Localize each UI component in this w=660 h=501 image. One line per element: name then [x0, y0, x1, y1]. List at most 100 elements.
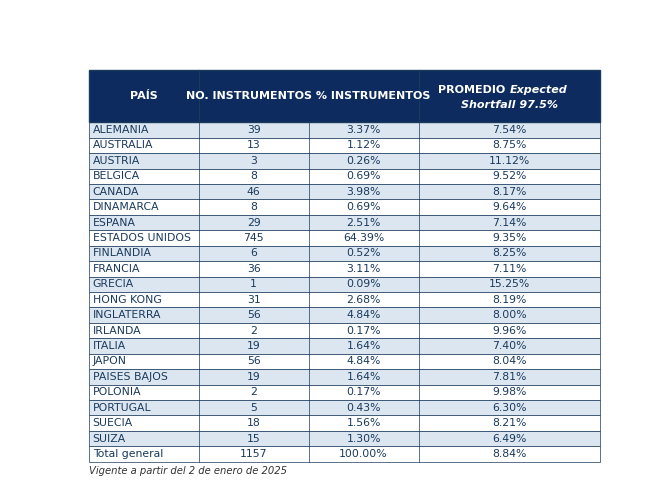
Text: BELGICA: BELGICA — [92, 171, 140, 181]
Text: FINLANDIA: FINLANDIA — [92, 248, 152, 259]
Text: JAPON: JAPON — [92, 356, 127, 366]
Text: IRLANDA: IRLANDA — [92, 326, 141, 336]
Bar — [88, 261, 600, 277]
Text: 8: 8 — [250, 202, 257, 212]
Bar — [88, 354, 600, 369]
Text: GRECIA: GRECIA — [92, 279, 134, 289]
Text: POLONIA: POLONIA — [92, 387, 141, 397]
Text: AUSTRALIA: AUSTRALIA — [92, 140, 153, 150]
Text: 3: 3 — [250, 156, 257, 166]
Text: 2.51%: 2.51% — [346, 217, 381, 227]
Bar — [88, 277, 600, 292]
Text: 0.17%: 0.17% — [346, 326, 381, 336]
Text: 6.30%: 6.30% — [492, 403, 527, 413]
Text: 9.96%: 9.96% — [492, 326, 527, 336]
Text: ALEMANIA: ALEMANIA — [92, 125, 149, 135]
Text: 4.84%: 4.84% — [346, 310, 381, 320]
Bar — [88, 168, 600, 184]
Text: 9.64%: 9.64% — [492, 202, 527, 212]
Text: 8.25%: 8.25% — [492, 248, 527, 259]
Bar — [88, 446, 600, 462]
Text: Vigente a partir del 2 de enero de 2025: Vigente a partir del 2 de enero de 2025 — [88, 466, 286, 476]
Text: 9.52%: 9.52% — [492, 171, 527, 181]
Text: PORTUGAL: PORTUGAL — [92, 403, 151, 413]
Text: 1.64%: 1.64% — [346, 372, 381, 382]
Text: 19: 19 — [247, 341, 261, 351]
Bar — [88, 385, 600, 400]
Text: 7.40%: 7.40% — [492, 341, 527, 351]
Text: 0.43%: 0.43% — [346, 403, 381, 413]
Text: DINAMARCA: DINAMARCA — [92, 202, 159, 212]
Text: 15: 15 — [247, 433, 261, 443]
Text: 2.68%: 2.68% — [346, 295, 381, 305]
Bar — [88, 338, 600, 354]
Text: 0.69%: 0.69% — [346, 171, 381, 181]
Text: SUIZA: SUIZA — [92, 433, 126, 443]
Text: 1.30%: 1.30% — [346, 433, 381, 443]
Text: HONG KONG: HONG KONG — [92, 295, 162, 305]
Text: 64.39%: 64.39% — [343, 233, 384, 243]
Text: 7.14%: 7.14% — [492, 217, 527, 227]
Text: 1.56%: 1.56% — [346, 418, 381, 428]
Text: PAISES BAJOS: PAISES BAJOS — [92, 372, 168, 382]
Bar — [88, 308, 600, 323]
Text: 3.11%: 3.11% — [346, 264, 381, 274]
Text: 1.12%: 1.12% — [346, 140, 381, 150]
Text: 18: 18 — [247, 418, 261, 428]
Text: 19: 19 — [247, 372, 261, 382]
Text: 31: 31 — [247, 295, 261, 305]
Text: PROMEDIO: PROMEDIO — [438, 85, 510, 95]
Text: 100.00%: 100.00% — [339, 449, 388, 459]
Bar — [88, 415, 600, 431]
Text: 0.26%: 0.26% — [346, 156, 381, 166]
Text: 1157: 1157 — [240, 449, 267, 459]
Text: 7.54%: 7.54% — [492, 125, 527, 135]
Text: 3.37%: 3.37% — [346, 125, 381, 135]
Text: 1: 1 — [250, 279, 257, 289]
Text: FRANCIA: FRANCIA — [92, 264, 140, 274]
Text: 46: 46 — [247, 187, 261, 197]
Bar — [88, 153, 600, 168]
Text: 6.49%: 6.49% — [492, 433, 527, 443]
Text: 0.69%: 0.69% — [346, 202, 381, 212]
Text: 8.17%: 8.17% — [492, 187, 527, 197]
Bar — [88, 245, 600, 261]
Text: 15.25%: 15.25% — [488, 279, 530, 289]
Text: 8.19%: 8.19% — [492, 295, 527, 305]
Text: INGLATERRA: INGLATERRA — [92, 310, 161, 320]
Bar — [88, 215, 600, 230]
Text: 1.64%: 1.64% — [346, 341, 381, 351]
Text: 0.09%: 0.09% — [346, 279, 381, 289]
Text: 4.84%: 4.84% — [346, 356, 381, 366]
Bar — [88, 122, 600, 138]
Text: 8.04%: 8.04% — [492, 356, 527, 366]
Text: PAÍS: PAÍS — [130, 91, 158, 101]
Text: 29: 29 — [247, 217, 261, 227]
Bar — [88, 230, 600, 245]
Text: CANADA: CANADA — [92, 187, 139, 197]
Text: 745: 745 — [244, 233, 264, 243]
Text: Shortfall 97.5%: Shortfall 97.5% — [461, 100, 558, 110]
Text: 56: 56 — [247, 356, 261, 366]
Text: 7.11%: 7.11% — [492, 264, 527, 274]
Bar — [88, 199, 600, 215]
Text: 11.12%: 11.12% — [488, 156, 530, 166]
Text: ITALIA: ITALIA — [92, 341, 126, 351]
Text: Expected: Expected — [510, 85, 567, 95]
Text: SUECIA: SUECIA — [92, 418, 133, 428]
Text: 0.17%: 0.17% — [346, 387, 381, 397]
Text: 2: 2 — [250, 387, 257, 397]
Text: 2: 2 — [250, 326, 257, 336]
Text: AUSTRIA: AUSTRIA — [92, 156, 140, 166]
Bar — [88, 184, 600, 199]
Bar — [88, 292, 600, 308]
Text: NO. INSTRUMENTOS % INSTRUMENTOS: NO. INSTRUMENTOS % INSTRUMENTOS — [186, 91, 431, 101]
Text: 9.98%: 9.98% — [492, 387, 527, 397]
Text: 36: 36 — [247, 264, 261, 274]
Text: 6: 6 — [250, 248, 257, 259]
Text: 3.98%: 3.98% — [346, 187, 381, 197]
Text: 8.21%: 8.21% — [492, 418, 527, 428]
Text: 7.81%: 7.81% — [492, 372, 527, 382]
Text: 13: 13 — [247, 140, 261, 150]
Text: 39: 39 — [247, 125, 261, 135]
